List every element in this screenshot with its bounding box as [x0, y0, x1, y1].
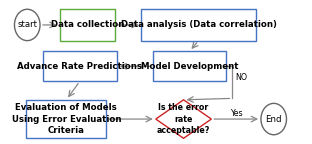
Text: start: start [17, 20, 37, 29]
Ellipse shape [14, 9, 40, 41]
FancyBboxPatch shape [43, 51, 117, 81]
Polygon shape [156, 100, 211, 138]
Text: Is the error
rate
acceptable?: Is the error rate acceptable? [157, 103, 210, 135]
Ellipse shape [261, 103, 286, 135]
Text: Evaluation of Models
Using Error Evaluation
Criteria: Evaluation of Models Using Error Evaluat… [12, 103, 121, 135]
Text: End: End [266, 115, 282, 124]
Text: Data collection: Data collection [51, 20, 124, 29]
Text: Data analysis (Data correlation): Data analysis (Data correlation) [121, 20, 276, 29]
FancyBboxPatch shape [60, 9, 115, 41]
Text: Yes: Yes [230, 109, 242, 118]
Text: Model Development: Model Development [141, 62, 238, 71]
FancyBboxPatch shape [153, 51, 227, 81]
FancyBboxPatch shape [141, 9, 256, 41]
FancyBboxPatch shape [27, 100, 106, 138]
Text: NO: NO [235, 73, 247, 82]
Text: Advance Rate Predictions: Advance Rate Predictions [17, 62, 142, 71]
